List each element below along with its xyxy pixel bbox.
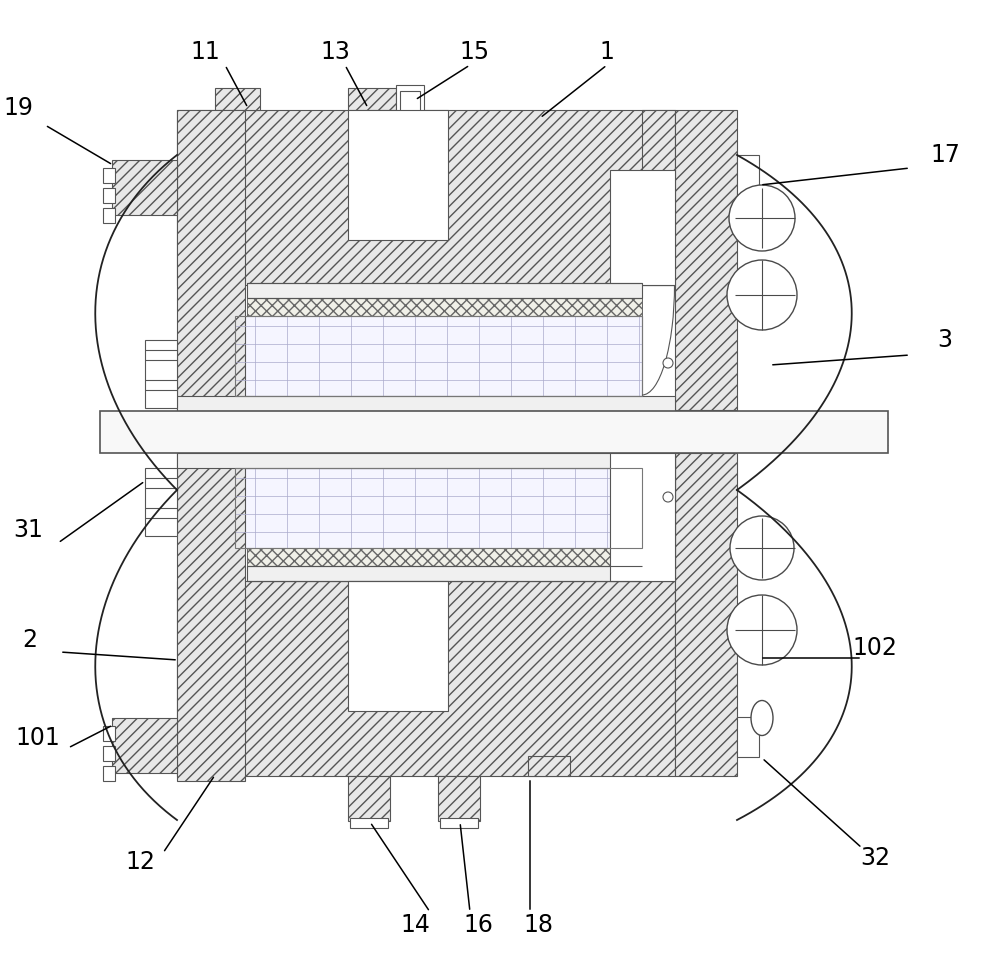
Bar xyxy=(235,468,642,548)
Bar xyxy=(737,717,759,757)
Text: 16: 16 xyxy=(463,913,493,937)
Text: 1: 1 xyxy=(600,40,614,64)
Circle shape xyxy=(663,358,673,368)
Bar xyxy=(145,468,177,536)
Text: 31: 31 xyxy=(13,518,43,542)
Circle shape xyxy=(727,595,797,665)
Bar xyxy=(103,208,115,223)
Bar xyxy=(675,110,737,410)
Text: 11: 11 xyxy=(190,40,220,64)
Bar xyxy=(348,581,448,711)
Bar xyxy=(215,88,260,110)
Bar xyxy=(177,453,675,468)
Bar xyxy=(247,548,642,566)
Circle shape xyxy=(729,185,795,251)
Text: 101: 101 xyxy=(16,726,60,750)
Bar xyxy=(112,160,177,215)
Circle shape xyxy=(727,260,797,330)
Bar xyxy=(177,453,245,781)
Text: 3: 3 xyxy=(938,328,952,352)
Text: 12: 12 xyxy=(125,850,155,874)
Text: 18: 18 xyxy=(523,913,553,937)
Bar xyxy=(235,316,642,396)
Bar xyxy=(235,316,642,396)
Bar xyxy=(177,396,675,411)
Bar xyxy=(112,718,177,773)
Bar xyxy=(348,110,448,240)
Text: 32: 32 xyxy=(860,846,890,870)
Bar xyxy=(675,453,737,776)
Circle shape xyxy=(730,516,794,580)
Bar xyxy=(247,298,642,316)
Bar xyxy=(177,110,675,285)
Text: 13: 13 xyxy=(320,40,350,64)
Bar xyxy=(177,110,245,410)
Bar xyxy=(177,581,675,776)
Bar xyxy=(400,91,420,113)
Text: 2: 2 xyxy=(22,628,38,652)
Bar xyxy=(103,746,115,761)
Bar xyxy=(642,453,675,581)
Bar xyxy=(396,85,424,113)
Bar xyxy=(235,468,642,548)
Bar xyxy=(103,766,115,781)
Bar xyxy=(737,155,759,195)
Bar xyxy=(348,88,396,110)
Text: 15: 15 xyxy=(460,40,490,64)
Bar xyxy=(610,453,675,581)
Bar xyxy=(247,566,642,581)
Bar xyxy=(642,110,675,285)
Bar xyxy=(438,776,480,821)
Bar xyxy=(145,340,177,408)
Bar xyxy=(103,726,115,741)
Bar xyxy=(348,776,390,821)
Text: 102: 102 xyxy=(853,636,897,660)
Text: 19: 19 xyxy=(3,96,33,120)
Text: 14: 14 xyxy=(400,913,430,937)
Bar xyxy=(610,170,675,285)
Bar xyxy=(100,411,888,453)
Bar xyxy=(350,818,388,828)
Ellipse shape xyxy=(751,701,773,736)
Bar xyxy=(103,188,115,203)
Bar xyxy=(528,756,570,776)
Bar xyxy=(103,168,115,183)
Bar xyxy=(247,283,642,298)
Circle shape xyxy=(663,492,673,502)
Bar xyxy=(440,818,478,828)
Text: 17: 17 xyxy=(930,143,960,167)
